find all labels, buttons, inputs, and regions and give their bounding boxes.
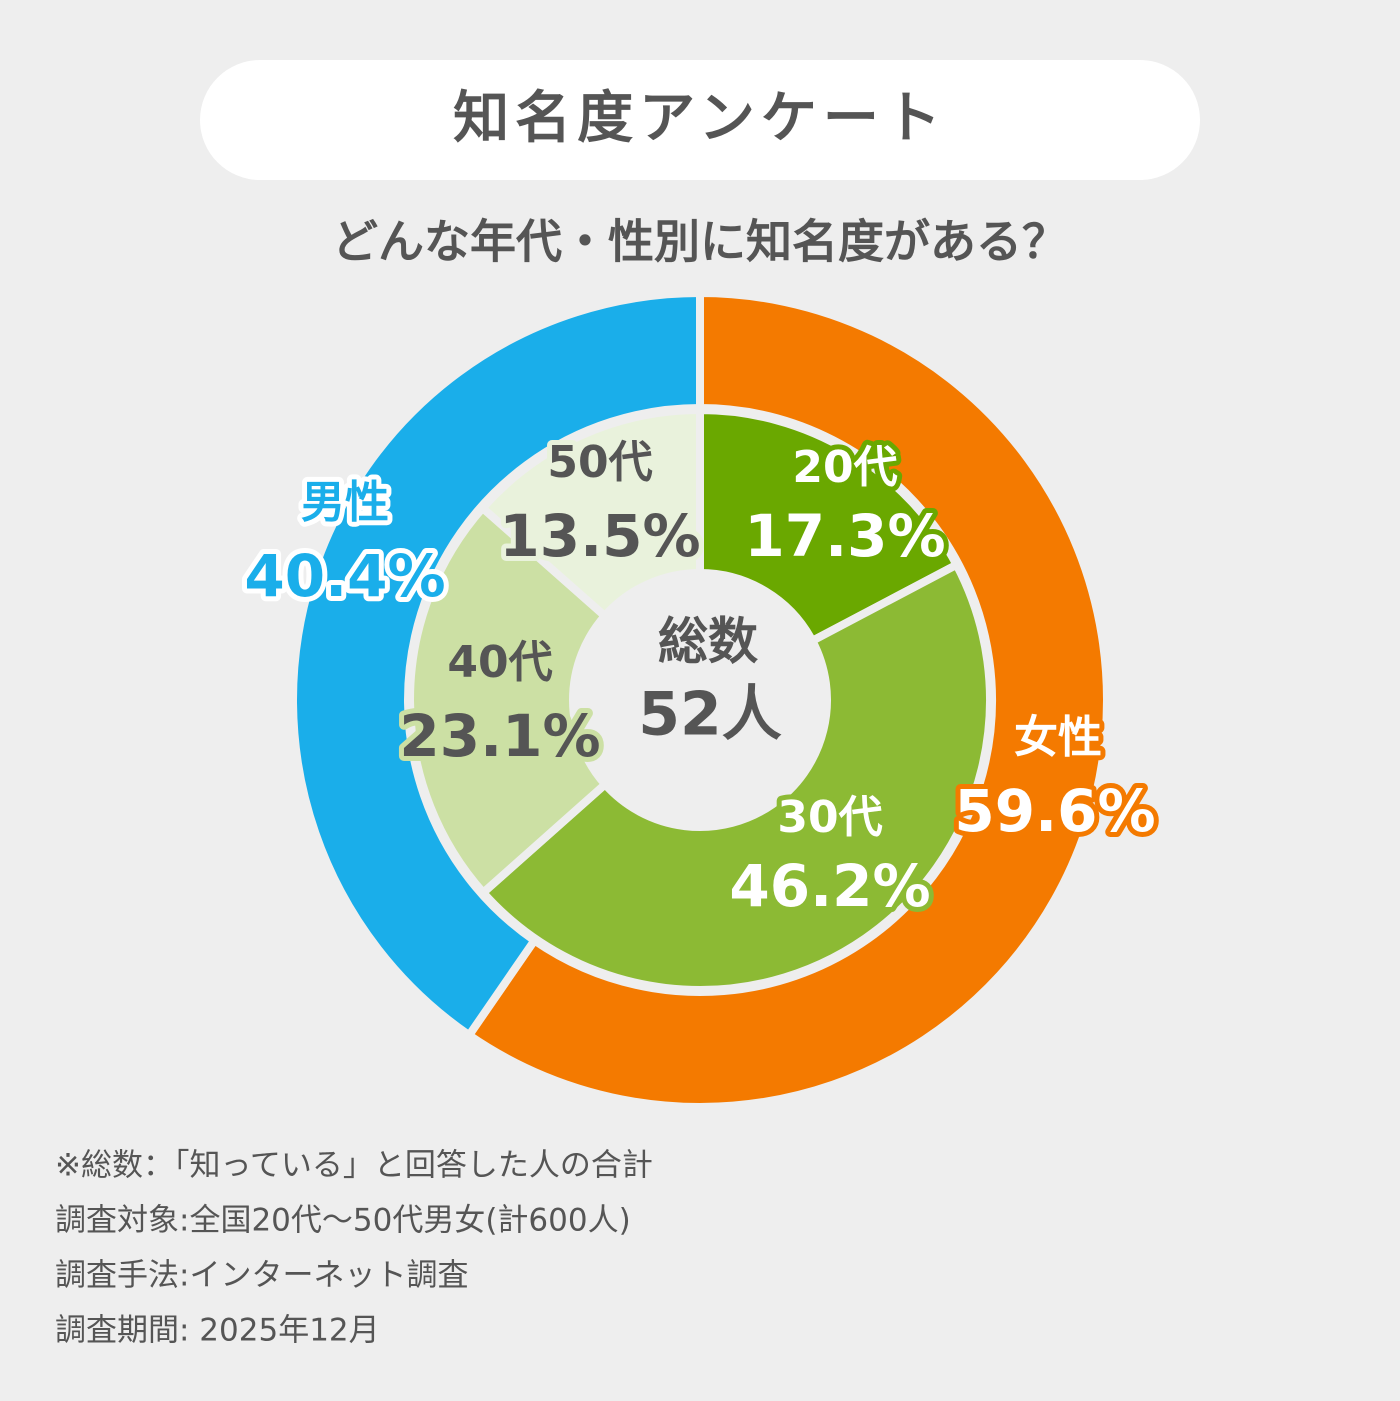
note: 調査期間: 2025年12月 — [55, 1313, 380, 1349]
inner-segment — [406, 502, 611, 899]
inner-category-label: 30代 — [777, 792, 882, 843]
center-label: 総数 — [658, 613, 758, 671]
inner-category-label: 40代 — [447, 637, 552, 688]
inner-value-label: 17.3% — [744, 502, 945, 570]
title-pill — [200, 60, 1200, 180]
outer-category-label: 女性 — [1014, 712, 1102, 763]
inner-segment — [476, 405, 704, 622]
outer-value-label: 40.4% — [244, 542, 445, 610]
inner-segment — [477, 559, 994, 994]
inner-value-label: 23.1% — [399, 702, 600, 770]
note: 調査手法:インターネット調査 — [55, 1258, 468, 1294]
center-value: 52人 — [638, 680, 782, 750]
inner-category-label: 50代 — [547, 437, 652, 488]
outer-category-label: 男性 — [301, 477, 389, 528]
note: ※総数：「知っている」と回答した人の合計 — [55, 1148, 653, 1184]
inner-category-label: 20代 — [792, 442, 897, 493]
chart-subtitle: どんな年代・性別に知名度がある？ — [332, 215, 1068, 269]
note: 調査対象:全国20代～50代男女(計600人) — [55, 1203, 631, 1239]
rings — [289, 288, 1111, 1111]
inner-value-label: 13.5% — [499, 502, 700, 570]
inner-segment — [696, 405, 962, 647]
labels: 女性 59.6% 男性 40.4% 20代 17.3% 30代 46.2% 40代 23.1% 50… — [239, 432, 1160, 925]
chart-title: 知名度アンケート — [453, 86, 947, 151]
inner-value-label: 46.2% — [729, 852, 930, 920]
outer-value-label: 59.6% — [954, 777, 1155, 845]
